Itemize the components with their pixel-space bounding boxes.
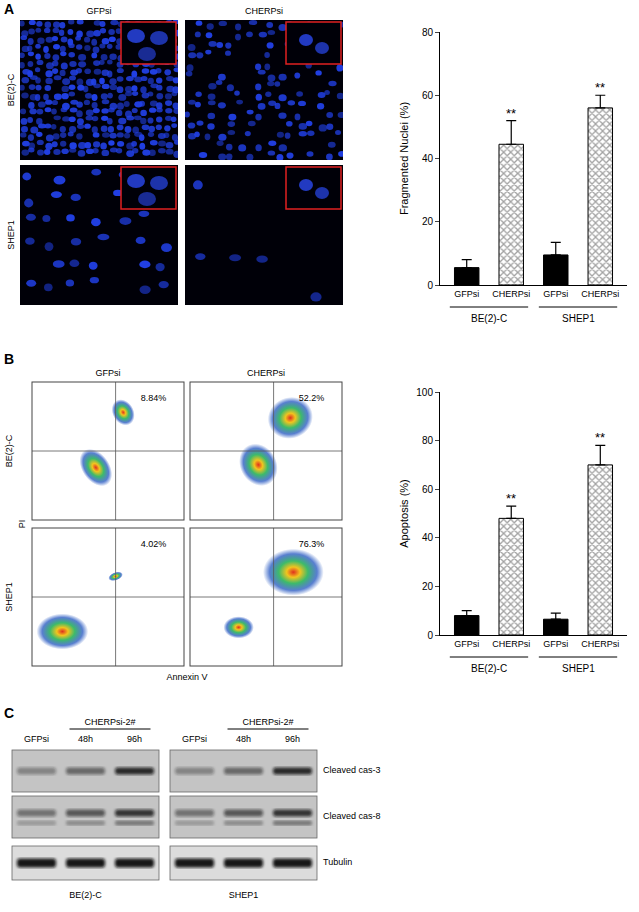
- svg-text:PI: PI: [17, 520, 27, 529]
- svg-text:Fragmented Nuclei (%): Fragmented Nuclei (%): [398, 102, 410, 215]
- svg-text:Cleaved cas-8: Cleaved cas-8: [323, 811, 381, 821]
- svg-text:BE(2)-C: BE(2)-C: [471, 313, 507, 324]
- svg-text:BE(2)-C: BE(2)-C: [471, 663, 507, 674]
- svg-text:CHERPsi: CHERPsi: [247, 368, 285, 378]
- svg-text:CHERPsi: CHERPsi: [581, 639, 619, 649]
- svg-text:52.2%: 52.2%: [299, 393, 325, 403]
- svg-text:80: 80: [422, 435, 434, 446]
- svg-text:SHEP1: SHEP1: [562, 663, 595, 674]
- svg-text:Tubulin: Tubulin: [323, 857, 352, 867]
- svg-text:80: 80: [422, 27, 434, 38]
- svg-text:100: 100: [416, 387, 433, 398]
- svg-text:60: 60: [422, 484, 434, 495]
- svg-text:40: 40: [422, 153, 434, 164]
- svg-text:CHERPsi-2#: CHERPsi-2#: [242, 717, 293, 727]
- svg-text:**: **: [506, 106, 516, 121]
- svg-text:96h: 96h: [285, 734, 300, 744]
- svg-text:BE(2)-C: BE(2)-C: [69, 890, 102, 900]
- svg-text:40: 40: [422, 532, 434, 543]
- svg-text:20: 20: [422, 581, 434, 592]
- svg-text:Annexin V: Annexin V: [166, 672, 207, 682]
- svg-text:0: 0: [427, 280, 433, 291]
- svg-text:8.84%: 8.84%: [141, 393, 167, 403]
- svg-text:GFPsi: GFPsi: [543, 289, 568, 299]
- svg-text:GFPsi: GFPsi: [182, 734, 207, 744]
- svg-text:SHEP1: SHEP1: [4, 582, 14, 612]
- svg-text:GFPsi: GFPsi: [95, 368, 120, 378]
- svg-text:CHERPsi: CHERPsi: [492, 289, 530, 299]
- svg-text:**: **: [595, 430, 605, 445]
- svg-text:48h: 48h: [236, 734, 251, 744]
- svg-text:CHERPsi: CHERPsi: [245, 6, 283, 16]
- svg-text:CHERPsi-2#: CHERPsi-2#: [84, 717, 135, 727]
- svg-text:48h: 48h: [78, 734, 93, 744]
- svg-text:Cleaved cas-3: Cleaved cas-3: [323, 765, 381, 775]
- svg-text:20: 20: [422, 216, 434, 227]
- svg-text:4.02%: 4.02%: [141, 539, 167, 549]
- svg-text:B: B: [4, 351, 14, 367]
- svg-text:GFPsi: GFPsi: [543, 639, 568, 649]
- svg-text:BE(2)-C: BE(2)-C: [4, 434, 14, 467]
- svg-text:0: 0: [427, 630, 433, 641]
- svg-text:GFPsi: GFPsi: [24, 734, 49, 744]
- svg-text:**: **: [595, 80, 605, 95]
- svg-text:SHEP1: SHEP1: [562, 313, 595, 324]
- svg-text:60: 60: [422, 90, 434, 101]
- svg-text:BE(2)-C: BE(2)-C: [6, 73, 16, 106]
- svg-text:CHERPsi: CHERPsi: [581, 289, 619, 299]
- svg-text:CHERPsi: CHERPsi: [492, 639, 530, 649]
- svg-text:**: **: [506, 491, 516, 506]
- svg-text:Apoptosis (%): Apoptosis (%): [398, 479, 410, 547]
- svg-text:GFPsi: GFPsi: [454, 639, 479, 649]
- svg-text:SHEP1: SHEP1: [6, 220, 16, 250]
- svg-text:C: C: [4, 705, 14, 721]
- svg-text:GFPsi: GFPsi: [86, 6, 111, 16]
- svg-text:GFPsi: GFPsi: [454, 289, 479, 299]
- svg-text:A: A: [4, 1, 14, 17]
- svg-text:96h: 96h: [127, 734, 142, 744]
- svg-text:SHEP1: SHEP1: [229, 890, 259, 900]
- svg-text:76.3%: 76.3%: [299, 539, 325, 549]
